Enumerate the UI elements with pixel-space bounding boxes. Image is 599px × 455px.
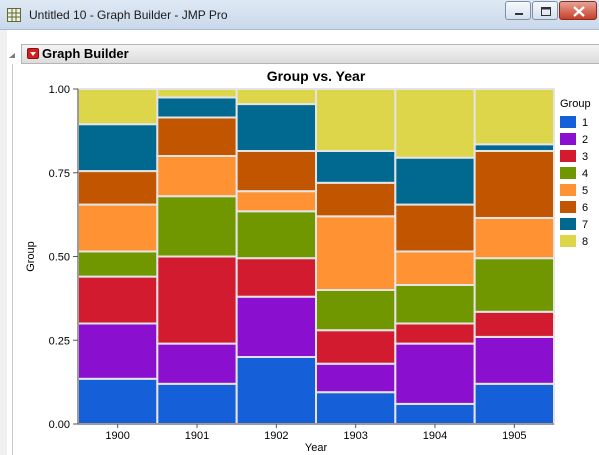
bar-1905-group-1[interactable]: [473, 382, 555, 425]
bar-1905-group-5[interactable]: [473, 216, 555, 260]
outline-collapse-icon[interactable]: [9, 48, 15, 58]
bar-1901-group-5[interactable]: [156, 155, 238, 198]
legend-swatch-1[interactable]: [560, 116, 576, 128]
x-tick-label-1902: 1902: [264, 430, 288, 442]
bar-1902-group-4[interactable]: [235, 210, 318, 260]
bar-1902-group-5[interactable]: [235, 190, 318, 213]
legend-label-7: 7: [582, 219, 588, 231]
outline-header: [21, 44, 599, 64]
bar-1901-group-7[interactable]: [156, 96, 238, 119]
bar-1902-group-1[interactable]: [235, 356, 318, 425]
jmp-app-icon: [7, 8, 21, 22]
close-icon: [573, 6, 585, 17]
bar-1901-group-4[interactable]: [156, 195, 238, 258]
bar-1903-group-4[interactable]: [315, 289, 397, 332]
window-titlebar: Untitled 10 - Graph Builder - JMP Pro: [0, 0, 599, 30]
legend-label-6: 6: [582, 202, 588, 214]
bar-1903-group-7[interactable]: [315, 149, 397, 184]
bar-1902-group-6[interactable]: [235, 149, 318, 193]
legend-label-4: 4: [582, 168, 588, 180]
bar-1901-group-8[interactable]: [156, 88, 238, 99]
legend-label-3: 3: [582, 151, 588, 163]
maximize-button[interactable]: [532, 1, 558, 20]
y-tick-label: 1.00: [49, 84, 70, 96]
maximize-icon: [541, 7, 551, 16]
bar-1905-group-8[interactable]: [473, 88, 555, 146]
minimize-icon: [515, 13, 523, 15]
report-frame-line: [12, 64, 13, 455]
legend-swatch-2[interactable]: [560, 133, 576, 145]
legend-label-5: 5: [582, 185, 588, 197]
legend-swatch-7[interactable]: [560, 218, 576, 230]
bar-1904-group-2[interactable]: [394, 342, 476, 405]
bar-1903-group-8[interactable]: [315, 88, 397, 152]
bar-1900-group-3[interactable]: [77, 275, 159, 325]
x-tick-label-1901: 1901: [185, 430, 209, 442]
bar-1902-group-2[interactable]: [235, 295, 318, 359]
bar-1901-group-2[interactable]: [156, 342, 238, 385]
bar-1901-group-3[interactable]: [156, 255, 238, 345]
x-tick-label-1900: 1900: [105, 430, 129, 442]
x-axis-title: Year: [305, 442, 328, 454]
bar-1904-group-3[interactable]: [394, 322, 476, 345]
bar-1902-group-7[interactable]: [235, 103, 318, 152]
legend-label-1: 1: [582, 117, 588, 129]
bar-1901-group-1[interactable]: [156, 382, 238, 425]
bar-1902-group-8[interactable]: [235, 88, 318, 106]
x-tick-label-1903: 1903: [343, 430, 367, 442]
bar-1900-group-4[interactable]: [77, 250, 159, 278]
bar-1904-group-1[interactable]: [394, 402, 476, 425]
legend-swatch-5[interactable]: [560, 184, 576, 196]
legend-swatch-8[interactable]: [560, 235, 576, 247]
minimize-button[interactable]: [505, 1, 531, 20]
bar-1904-group-7[interactable]: [394, 156, 476, 206]
chart-title: Group vs. Year: [267, 68, 366, 84]
left-gutter: [0, 30, 7, 455]
bar-1901-group-6[interactable]: [156, 116, 238, 157]
bar-1905-group-7[interactable]: [473, 143, 555, 152]
bar-1903-group-2[interactable]: [315, 362, 397, 394]
bar-1900-group-6[interactable]: [77, 170, 159, 206]
bar-1905-group-2[interactable]: [473, 335, 555, 385]
bar-1905-group-3[interactable]: [473, 310, 555, 338]
bar-1900-group-1[interactable]: [77, 377, 159, 425]
window-title: Untitled 10 - Graph Builder - JMP Pro: [29, 8, 228, 22]
report-title: Graph Builder: [42, 46, 129, 61]
legend-swatch-6[interactable]: [560, 201, 576, 213]
legend-label-8: 8: [582, 236, 588, 248]
red-triangle-menu-icon[interactable]: [27, 48, 39, 59]
x-tick-label-1905: 1905: [502, 430, 526, 442]
legend-swatch-4[interactable]: [560, 167, 576, 179]
x-tick-label-1904: 1904: [423, 430, 447, 442]
bar-1904-group-5[interactable]: [394, 250, 476, 286]
bar-1904-group-8[interactable]: [394, 88, 476, 159]
bar-1903-group-3[interactable]: [315, 329, 397, 365]
bar-1902-group-3[interactable]: [235, 257, 318, 298]
y-tick-label: 0.25: [49, 335, 70, 347]
bar-1903-group-5[interactable]: [315, 215, 397, 291]
close-button[interactable]: [559, 1, 597, 20]
bar-1903-group-6[interactable]: [315, 181, 397, 218]
bar-1905-group-6[interactable]: [473, 149, 555, 219]
bar-1904-group-4[interactable]: [394, 283, 476, 325]
legend-title: Group: [560, 98, 591, 110]
y-tick-label: 0.00: [49, 419, 70, 431]
bar-1903-group-1[interactable]: [315, 391, 397, 425]
bar-1905-group-4[interactable]: [473, 257, 555, 313]
legend-swatch-3[interactable]: [560, 150, 576, 162]
y-tick-label: 0.75: [49, 168, 70, 180]
bar-1900-group-5[interactable]: [77, 203, 159, 253]
bar-1900-group-7[interactable]: [77, 123, 159, 173]
legend-label-2: 2: [582, 134, 588, 146]
y-tick-label: 0.50: [49, 252, 70, 264]
bar-1900-group-8[interactable]: [77, 88, 159, 126]
bar-1904-group-6[interactable]: [394, 203, 476, 253]
bar-1900-group-2[interactable]: [77, 322, 159, 380]
y-axis-title: Group: [25, 241, 37, 272]
